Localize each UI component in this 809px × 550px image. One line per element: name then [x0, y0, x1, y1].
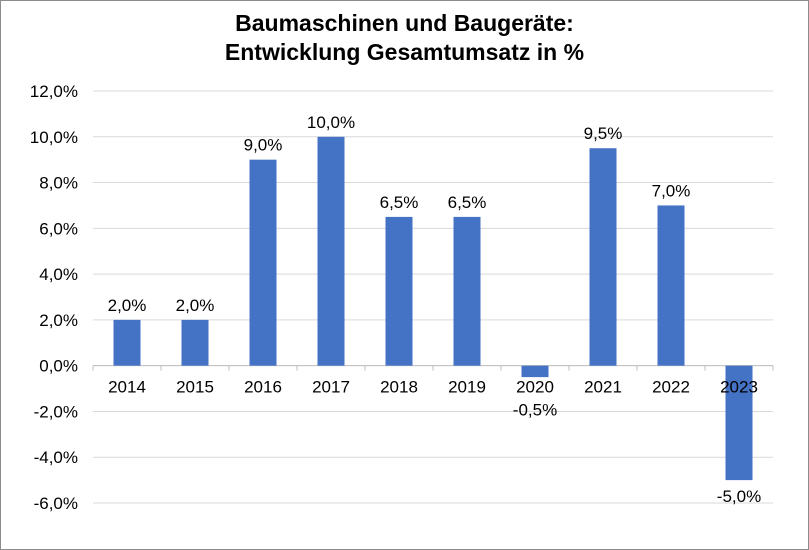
data-label: 2,0% [108, 296, 147, 315]
bar-2016 [249, 159, 277, 366]
y-tick-label: -6,0% [34, 494, 78, 513]
data-label: 9,5% [584, 124, 623, 143]
data-label: -0,5% [513, 401, 557, 420]
bar-2023 [725, 365, 753, 481]
x-tick-label: 2021 [584, 378, 622, 397]
bar-2019 [453, 216, 481, 366]
y-tick-label: 8,0% [39, 174, 78, 193]
data-label: 6,5% [448, 193, 487, 212]
x-tick-label: 2019 [448, 378, 486, 397]
x-tick-label: 2015 [176, 378, 214, 397]
x-tick-label: 2018 [380, 378, 418, 397]
x-tick-label: 2014 [108, 378, 146, 397]
x-tick-label: 2016 [244, 378, 282, 397]
bar-2017 [317, 136, 345, 366]
y-tick-label: 4,0% [39, 265, 78, 284]
data-label: 10,0% [307, 113, 355, 132]
bar-2018 [385, 216, 413, 366]
y-tick-label: 6,0% [39, 219, 78, 238]
y-tick-label: -4,0% [34, 448, 78, 467]
y-tick-label: 2,0% [39, 311, 78, 330]
bar-2021 [589, 148, 617, 366]
data-label: 2,0% [176, 296, 215, 315]
bar-2020 [521, 365, 549, 378]
x-tick-label: 2023 [720, 378, 758, 397]
data-label: 6,5% [380, 193, 419, 212]
data-label: -5,0% [717, 487, 761, 506]
bar-2022 [657, 205, 685, 366]
x-tick-label: 2017 [312, 378, 350, 397]
data-label: 9,0% [244, 136, 283, 155]
bar-2014 [113, 319, 141, 366]
y-tick-label: -2,0% [34, 402, 78, 421]
chart-title-line1: Baumaschinen und Baugeräte: [235, 10, 574, 36]
x-tick-label: 2020 [516, 378, 554, 397]
chart-title-line2: Entwicklung Gesamtumsatz in % [224, 39, 585, 65]
y-tick-label: 0,0% [39, 357, 78, 376]
chart-title: Baumaschinen und Baugeräte: Entwicklung … [1, 9, 808, 67]
data-label: 7,0% [652, 181, 691, 200]
y-tick-label: 10,0% [30, 128, 78, 147]
bar-2015 [181, 319, 209, 366]
x-tick-label: 2022 [652, 378, 690, 397]
y-tick-label: 12,0% [30, 82, 78, 101]
